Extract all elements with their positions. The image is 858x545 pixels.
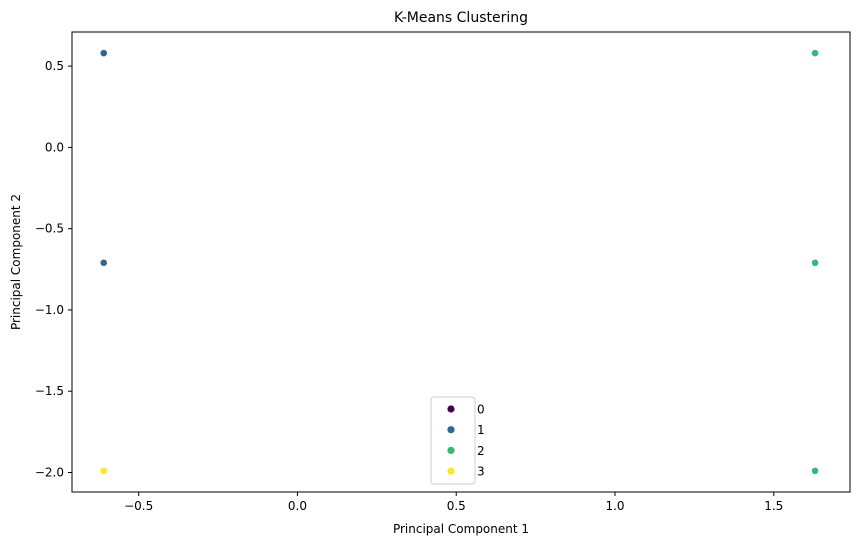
x-axis: −0.5 0.0 0.5 1.0 1.5 [124,492,783,513]
y-tick-label: 0.0 [45,140,64,154]
legend-label: 1 [477,423,485,437]
x-tick-label: 1.0 [605,499,624,513]
x-tick-label: 0.0 [288,499,307,513]
y-tick-label: 0.5 [45,59,64,73]
y-tick-label: −2.0 [35,465,64,479]
legend-frame [430,396,476,485]
legend-marker [447,446,455,454]
x-axis-label: Principal Component 1 [393,522,529,536]
x-tick-label: 0.5 [447,499,466,513]
y-tick-label: −1.0 [35,303,64,317]
legend-label: 2 [477,444,485,458]
data-point-cluster-2 [811,258,819,267]
legend-marker [447,405,455,413]
data-points [99,49,819,475]
x-tick-label: 1.5 [764,499,783,513]
data-point-cluster-2 [811,466,819,475]
y-tick-label: −1.5 [35,384,64,398]
legend-label: 0 [477,403,485,417]
y-tick-label: −0.5 [35,222,64,236]
data-point-cluster-2 [811,49,819,58]
data-point-cluster-1 [99,49,108,58]
chart-title: K-Means Clustering [394,10,528,26]
legend-marker [447,426,455,434]
legend-label: 3 [477,465,485,479]
data-point-cluster-1 [99,258,108,267]
y-axis-label: Principal Component 2 [9,194,23,330]
x-tick-label: −0.5 [124,499,153,513]
y-axis: 0.5 0.0 −0.5 −1.0 −1.5 −2.0 [35,59,72,479]
data-point-cluster-3 [99,466,108,475]
legend: 0 1 2 3 [430,396,485,485]
legend-marker [447,467,455,475]
